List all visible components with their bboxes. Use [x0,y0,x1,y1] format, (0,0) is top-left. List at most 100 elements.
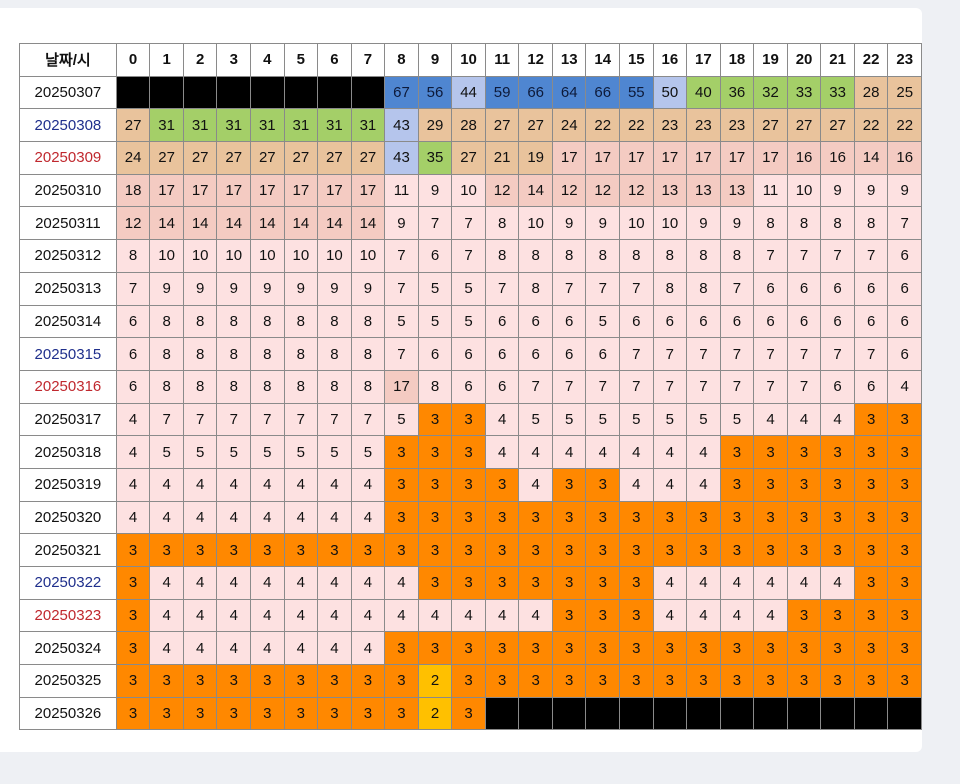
corner-header: 날짜/시 [19,43,117,77]
value-cell: 3 [384,533,419,567]
value-cell: 5 [518,402,553,437]
value-cell: 5 [317,435,352,469]
value-cell: 3 [451,566,486,600]
date-cell: 20250307 [19,75,117,110]
value-cell: 6 [484,304,520,339]
value-cell: 4 [182,631,218,666]
value-cell: 10 [317,239,352,273]
value-cell: 4 [250,467,285,502]
table-card: 날짜/시 0 1 2 3 4 5 6 7 8 9 10 11 12 13 14 15 16 17 18 19 20 21 2… [0,8,922,752]
value-cell: 3 [551,631,587,666]
value-cell: 3 [786,435,822,469]
empty-value-cell [518,696,553,731]
value-cell: 10 [518,206,553,241]
value-cell: 3 [753,533,788,567]
value-cell: 21 [484,141,520,175]
value-cell: 4 [518,598,553,633]
value-cell: 3 [887,533,922,567]
hour-header-20: 20 [786,43,822,77]
value-cell: 6 [786,271,822,306]
value-cell: 11 [384,173,419,208]
value-cell: 3 [853,598,889,633]
value-cell: 8 [417,369,453,404]
value-cell: 23 [719,108,755,143]
value-cell: 29 [417,108,453,143]
value-cell: 5 [451,271,486,306]
value-cell: 9 [317,271,352,306]
value-cell: 27 [786,108,822,143]
value-cell: 27 [518,108,553,143]
value-cell: 7 [182,402,218,437]
value-cell: 7 [384,271,419,306]
value-cell: 27 [350,141,386,175]
date-cell: 20250309 [19,141,117,175]
value-cell: 4 [250,500,285,535]
value-cell: 11 [753,173,788,208]
table-row: 20250315 6 8 8 8 8 8 8 8 7 6 6 6 6 6 6 7 7 7 7 7 7 7 7 6 [19,337,922,371]
value-cell: 4 [350,500,386,535]
hour-header-10: 10 [451,43,486,77]
value-cell: 4 [216,467,252,502]
value-cell: 6 [853,304,889,339]
value-cell: 3 [719,664,755,698]
hour-header-7: 7 [350,43,386,77]
date-cell: 20250308 [19,108,117,143]
value-cell: 17 [384,369,419,404]
value-cell: 6 [887,304,922,339]
value-cell: 3 [585,631,621,666]
value-cell: 7 [753,239,788,273]
value-cell: 4 [149,500,184,535]
hour-header-11: 11 [484,43,520,77]
value-cell: 4 [820,566,855,600]
value-cell: 4 [317,500,352,535]
value-cell: 8 [216,337,252,371]
value-cell: 8 [619,239,654,273]
value-cell: 3 [417,435,453,469]
value-cell: 3 [451,631,486,666]
value-cell: 7 [585,271,621,306]
table-row: 20250307 67 56 44 59 66 64 66 55 50 40 36 32 33 33 28 25 [19,75,922,110]
empty-value-cell [820,696,855,731]
value-cell: 17 [686,141,721,175]
value-cell: 4 [216,598,252,633]
table-row: 20250325 3 3 3 3 3 3 3 3 3 2 3 3 3 3 3 3 3 3 3 3 3 3 3 3 [19,664,922,698]
value-cell: 7 [216,402,252,437]
value-cell: 5 [551,402,587,437]
value-cell: 6 [115,304,151,339]
value-cell: 9 [216,271,252,306]
value-cell: 8 [216,369,252,404]
value-cell: 16 [786,141,822,175]
value-cell: 3 [115,664,151,698]
value-cell: 8 [853,206,889,241]
value-cell: 3 [887,664,922,698]
value-cell: 3 [350,696,386,731]
value-cell: 27 [283,141,319,175]
table-row: 20250316 6 8 8 8 8 8 8 8 17 8 6 6 7 7 7 7 7 7 7 7 7 6 6 4 [19,369,922,404]
value-cell: 4 [753,598,788,633]
value-cell: 3 [149,696,184,731]
value-cell: 2 [417,696,453,731]
value-cell: 17 [619,141,654,175]
value-cell: 9 [149,271,184,306]
value-cell: 3 [585,566,621,600]
value-cell: 8 [149,304,184,339]
value-cell: 8 [484,206,520,241]
value-cell: 4 [149,467,184,502]
value-cell: 8 [182,337,218,371]
value-cell: 8 [652,271,688,306]
value-cell: 3 [719,533,755,567]
value-cell: 7 [350,402,386,437]
value-cell: 4 [417,598,453,633]
value-cell: 3 [652,631,688,666]
value-cell: 3 [619,631,654,666]
value-cell: 3 [820,435,855,469]
value-cell: 4 [317,566,352,600]
value-cell: 4 [283,467,319,502]
value-cell: 44 [451,75,486,110]
value-cell: 3 [216,696,252,731]
value-cell: 3 [451,402,486,437]
value-cell: 10 [619,206,654,241]
value-cell: 3 [887,631,922,666]
value-cell: 4 [115,467,151,502]
value-cell: 3 [686,631,721,666]
